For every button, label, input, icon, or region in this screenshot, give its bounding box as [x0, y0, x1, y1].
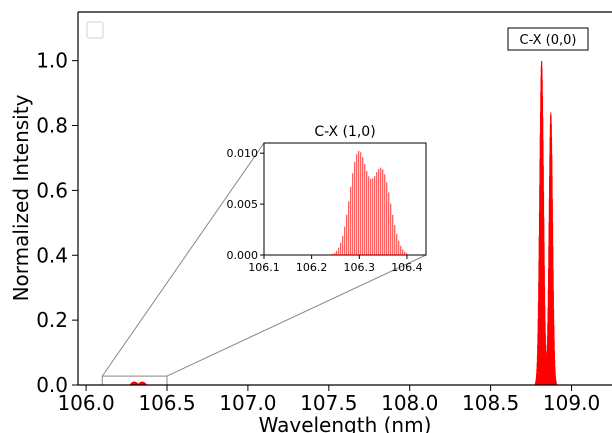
c-x-1-0-band-bars: [129, 381, 148, 385]
y-tick-label: 0.2: [36, 308, 68, 332]
x-tick-label: 109.0: [543, 391, 600, 415]
inset-chart: 106.1 106.2 106.3 106.4 0.000 0.005 0.010 C-X…: [227, 124, 427, 274]
y-axis-label: Normalized Intensity: [9, 94, 33, 301]
inset-spectrum-bars: [332, 150, 408, 255]
x-tick-label: 107.0: [219, 391, 276, 415]
x-tick-label: 108.0: [381, 391, 438, 415]
main-spectrum-bars: [534, 61, 558, 385]
inset-y-axis-ticks: 0.000 0.005 0.010: [227, 147, 264, 262]
x-axis-label: Wavelength (nm): [259, 413, 432, 433]
y-tick-label: 0.6: [36, 178, 68, 202]
x-tick-label: 108.5: [462, 391, 519, 415]
zoom-connector: [101, 142, 265, 377]
small-band-bar: [129, 381, 140, 385]
y-tick-label: 0.4: [36, 243, 68, 267]
x-tick-label: 106.0: [57, 391, 114, 415]
legend-box: [86, 21, 104, 39]
inset-title: C-X (1,0): [314, 124, 375, 140]
annotation-box: [507, 27, 589, 51]
zoom-connector: [166, 254, 427, 377]
y-axis-ticks: 0.0 0.2 0.4 0.6 0.8 1.0: [36, 49, 78, 397]
inset-x-tick-label: 106.3: [344, 261, 376, 274]
inset-x-axis-ticks: 106.1 106.2 106.3 106.4: [248, 255, 423, 274]
x-tick-label: 107.5: [300, 391, 357, 415]
inset-y-tick-label: 0.005: [227, 198, 259, 211]
y-tick-label: 0.8: [36, 114, 68, 138]
annotation-text: C-X (0,0): [520, 33, 577, 48]
inset-y-tick-label: 0.000: [227, 249, 259, 262]
peak-annotation: C-X (0,0): [507, 27, 589, 51]
inset-x-tick-label: 106.2: [296, 261, 328, 274]
x-axis-ticks: 106.0 106.5 107.0 107.5 108.0 108.5 109.0: [57, 385, 600, 415]
x-tick-label: 106.5: [138, 391, 195, 415]
inset-y-tick-label: 0.010: [227, 147, 259, 160]
small-band-bar: [137, 381, 148, 385]
inset-x-tick-label: 106.1: [248, 261, 280, 274]
y-tick-label: 0.0: [36, 373, 68, 397]
y-tick-label: 1.0: [36, 49, 68, 73]
inset-x-tick-label: 106.4: [391, 261, 423, 274]
